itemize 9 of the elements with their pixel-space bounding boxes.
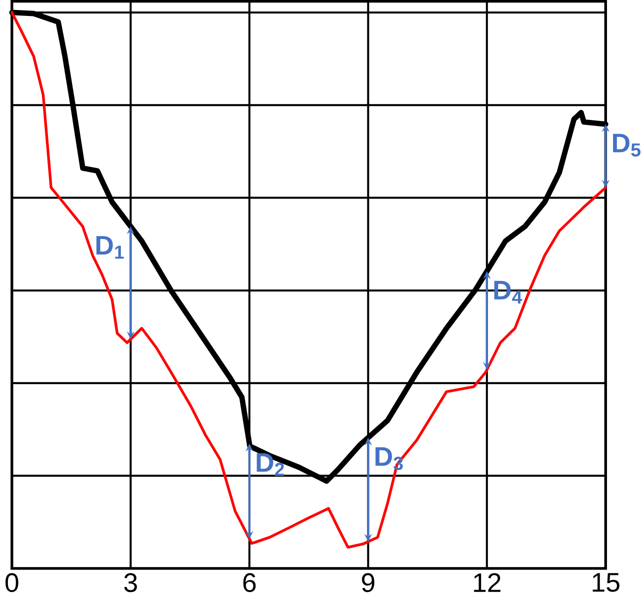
x-tick-label: 12 [474,573,500,592]
x-tick-label: 3 [124,573,137,592]
x-tick-label: 9 [362,573,374,592]
x-tick-label: 15 [592,573,620,592]
annotation: D$_{1}$ [96,236,124,259]
annotation: D$_{2}$ [256,454,284,476]
x-tick-label: 0 [6,573,18,592]
x-tick-label: 6 [243,573,256,592]
text: D$_{5}$ [613,134,640,157]
